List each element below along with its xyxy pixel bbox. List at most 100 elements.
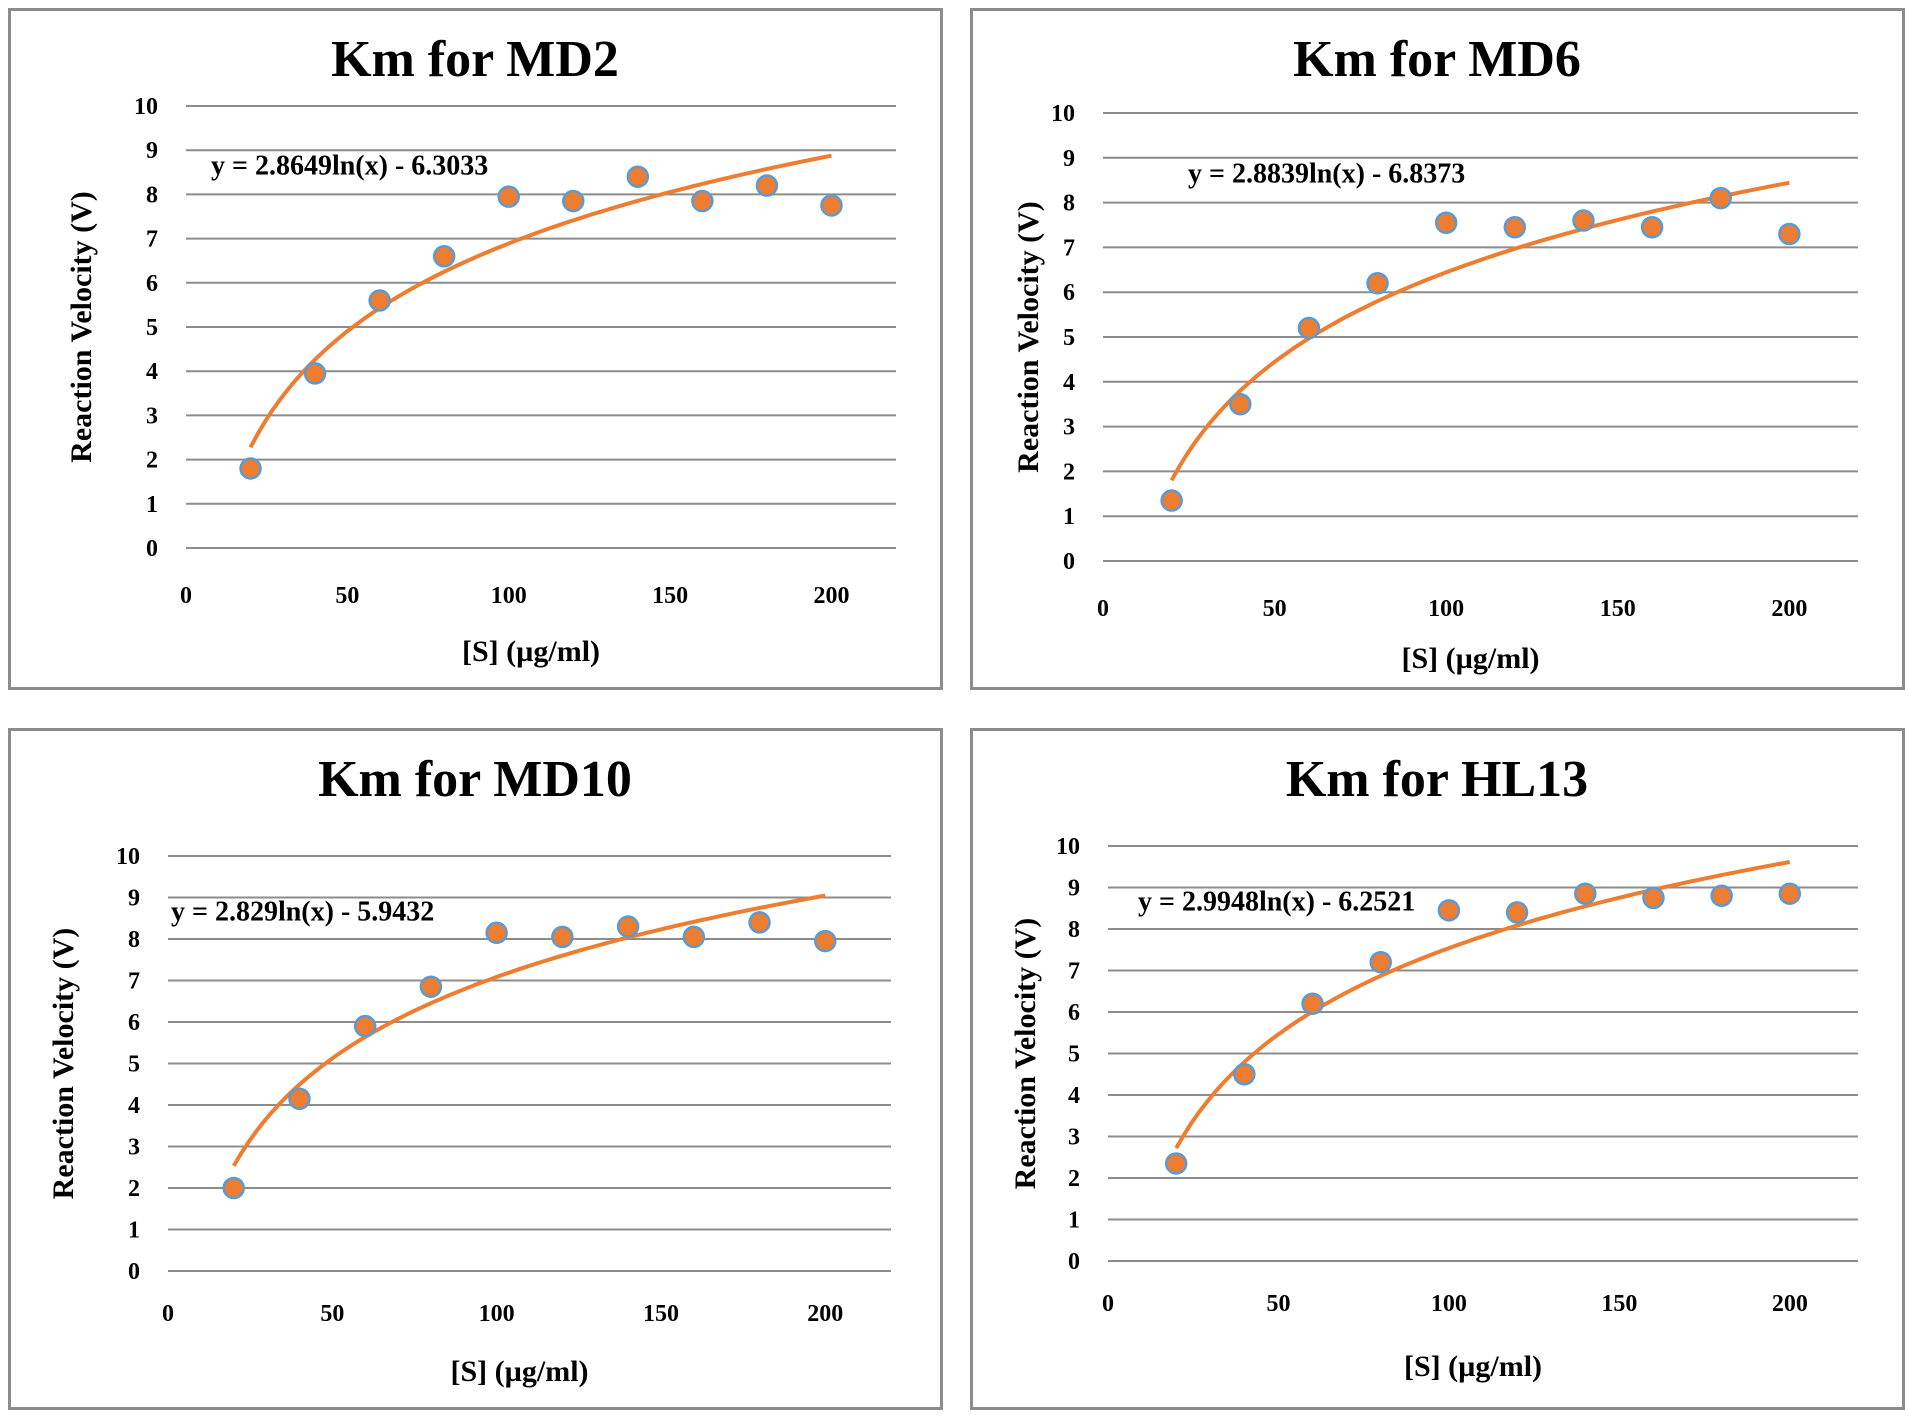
data-point [497, 185, 520, 208]
chart-panel-md10: Km for MD10 0 1 2 3 4 5 6 7 8 9 10 0 50 100 150 200 [S] (… [8, 728, 943, 1410]
x-tick-label: 50 [335, 583, 359, 609]
data-point [1710, 884, 1733, 908]
y-tick-label: 6 [1063, 280, 1075, 306]
x-tick-label: 50 [1266, 1291, 1290, 1317]
trendline-equation: y = 2.8839ln(x) - 6.8373 [1188, 158, 1465, 189]
chart-title: Km for MD6 [1293, 31, 1581, 88]
x-tick-label: 100 [491, 583, 527, 609]
x-tick-label: 150 [1600, 596, 1636, 622]
data-point [1778, 882, 1802, 905]
y-tick-label: 1 [128, 1218, 140, 1244]
y-tick-label: 10 [1056, 834, 1080, 860]
y-tick-label: 6 [128, 1010, 140, 1036]
y-tick-label: 8 [1063, 191, 1075, 217]
x-tick-label: 150 [643, 1301, 679, 1327]
y-tick-label: 0 [1063, 549, 1075, 575]
y-tick-label: 2 [146, 448, 158, 474]
x-tick-label: 200 [807, 1301, 843, 1327]
data-point [1574, 882, 1597, 905]
x-tick-label: 0 [162, 1301, 174, 1327]
data-point [1301, 992, 1324, 1015]
data-point [1369, 950, 1392, 974]
y-tick-label: 3 [1063, 415, 1075, 441]
x-tick-label: 0 [180, 583, 192, 609]
data-point [1505, 901, 1529, 924]
x-tick-label: 150 [652, 583, 688, 609]
y-tick-label: 4 [146, 359, 158, 385]
x-tick-label: 100 [1431, 1291, 1467, 1317]
data-point [562, 189, 585, 213]
y-tick-label: 6 [1068, 1000, 1080, 1026]
y-tick-label: 1 [146, 492, 158, 518]
x-tick-label: 0 [1102, 1291, 1114, 1317]
data-point [1572, 209, 1595, 232]
chart-title: Km for MD10 [318, 751, 632, 808]
chart-panel-md2: Km for MD2 0 1 2 3 4 5 6 7 8 9 10 0 50 100 150 200 [S] (µ… [8, 8, 943, 690]
data-point [755, 174, 779, 197]
trendline [1174, 860, 1791, 1150]
y-tick-label: 7 [146, 227, 158, 253]
x-tick-label: 200 [1772, 1291, 1808, 1317]
y-tick-label: 10 [134, 94, 158, 120]
data-point [1160, 489, 1183, 512]
y-tick-label: 0 [128, 1259, 140, 1285]
data-point [682, 925, 706, 949]
y-tick-label: 8 [128, 927, 140, 953]
y-tick-label: 4 [1068, 1083, 1080, 1109]
data-point [1297, 316, 1321, 340]
x-axis-label: [S] (µg/ml) [1404, 1350, 1542, 1383]
data-point [691, 189, 714, 213]
y-tick-label: 4 [1063, 370, 1075, 396]
y-tick-label: 1 [1068, 1208, 1080, 1234]
data-point [626, 165, 650, 188]
data-point [353, 1014, 377, 1038]
trendline [231, 893, 826, 1167]
data-point [616, 915, 640, 938]
chart-title: Km for MD2 [331, 31, 619, 88]
y-axis-label: Reaction Velocity (V) [1009, 918, 1042, 1190]
y-tick-label: 6 [146, 271, 158, 297]
y-axis-label: Reaction Velocity (V) [47, 928, 80, 1200]
data-point [419, 975, 443, 998]
data-point [1229, 392, 1252, 416]
y-tick-label: 0 [1068, 1249, 1080, 1275]
data-point [1778, 222, 1801, 246]
data-point [222, 1176, 245, 1200]
y-tick-label: 9 [146, 138, 158, 164]
y-tick-label: 7 [128, 969, 140, 995]
y-tick-label: 2 [1068, 1166, 1080, 1192]
data-point [288, 1087, 311, 1111]
y-axis-label: Reaction Velocity (V) [65, 191, 98, 463]
data-point [1709, 186, 1732, 210]
y-tick-label: 8 [1068, 917, 1080, 943]
y-tick-label: 2 [128, 1176, 140, 1202]
y-tick-label: 5 [1063, 325, 1075, 351]
x-tick-label: 100 [1428, 596, 1464, 622]
x-tick-label: 50 [320, 1301, 344, 1327]
chart-panel-hl13: Km for HL13 0 1 2 3 4 5 6 7 8 9 10 0 50 100 150 200 [S] (… [970, 728, 1905, 1410]
y-tick-label: 9 [128, 886, 140, 912]
y-tick-label: 9 [1068, 876, 1080, 902]
y-tick-label: 9 [1063, 146, 1075, 172]
data-point [748, 911, 771, 934]
trendline-equation: y = 2.8649ln(x) - 6.3033 [211, 151, 488, 182]
x-tick-label: 100 [479, 1301, 515, 1327]
data-point [1437, 899, 1461, 922]
data-point [1642, 886, 1665, 910]
y-tick-label: 0 [146, 536, 158, 562]
trendline [1169, 180, 1790, 482]
data-point [368, 289, 391, 312]
trendline-equation: y = 2.829ln(x) - 5.9432 [171, 896, 434, 927]
data-point [820, 194, 843, 217]
data-point [239, 457, 262, 480]
y-tick-label: 2 [1063, 459, 1075, 485]
chart-title: Km for HL13 [1286, 751, 1588, 808]
chart-panel-md6: Km for MD6 0 1 2 3 4 5 6 7 8 9 10 0 50 100 150 200 [S] (µ… [970, 8, 1905, 690]
y-tick-label: 5 [128, 1052, 140, 1078]
y-tick-label: 10 [1051, 101, 1075, 127]
y-tick-label: 7 [1063, 235, 1075, 261]
x-tick-label: 150 [1601, 1291, 1637, 1317]
